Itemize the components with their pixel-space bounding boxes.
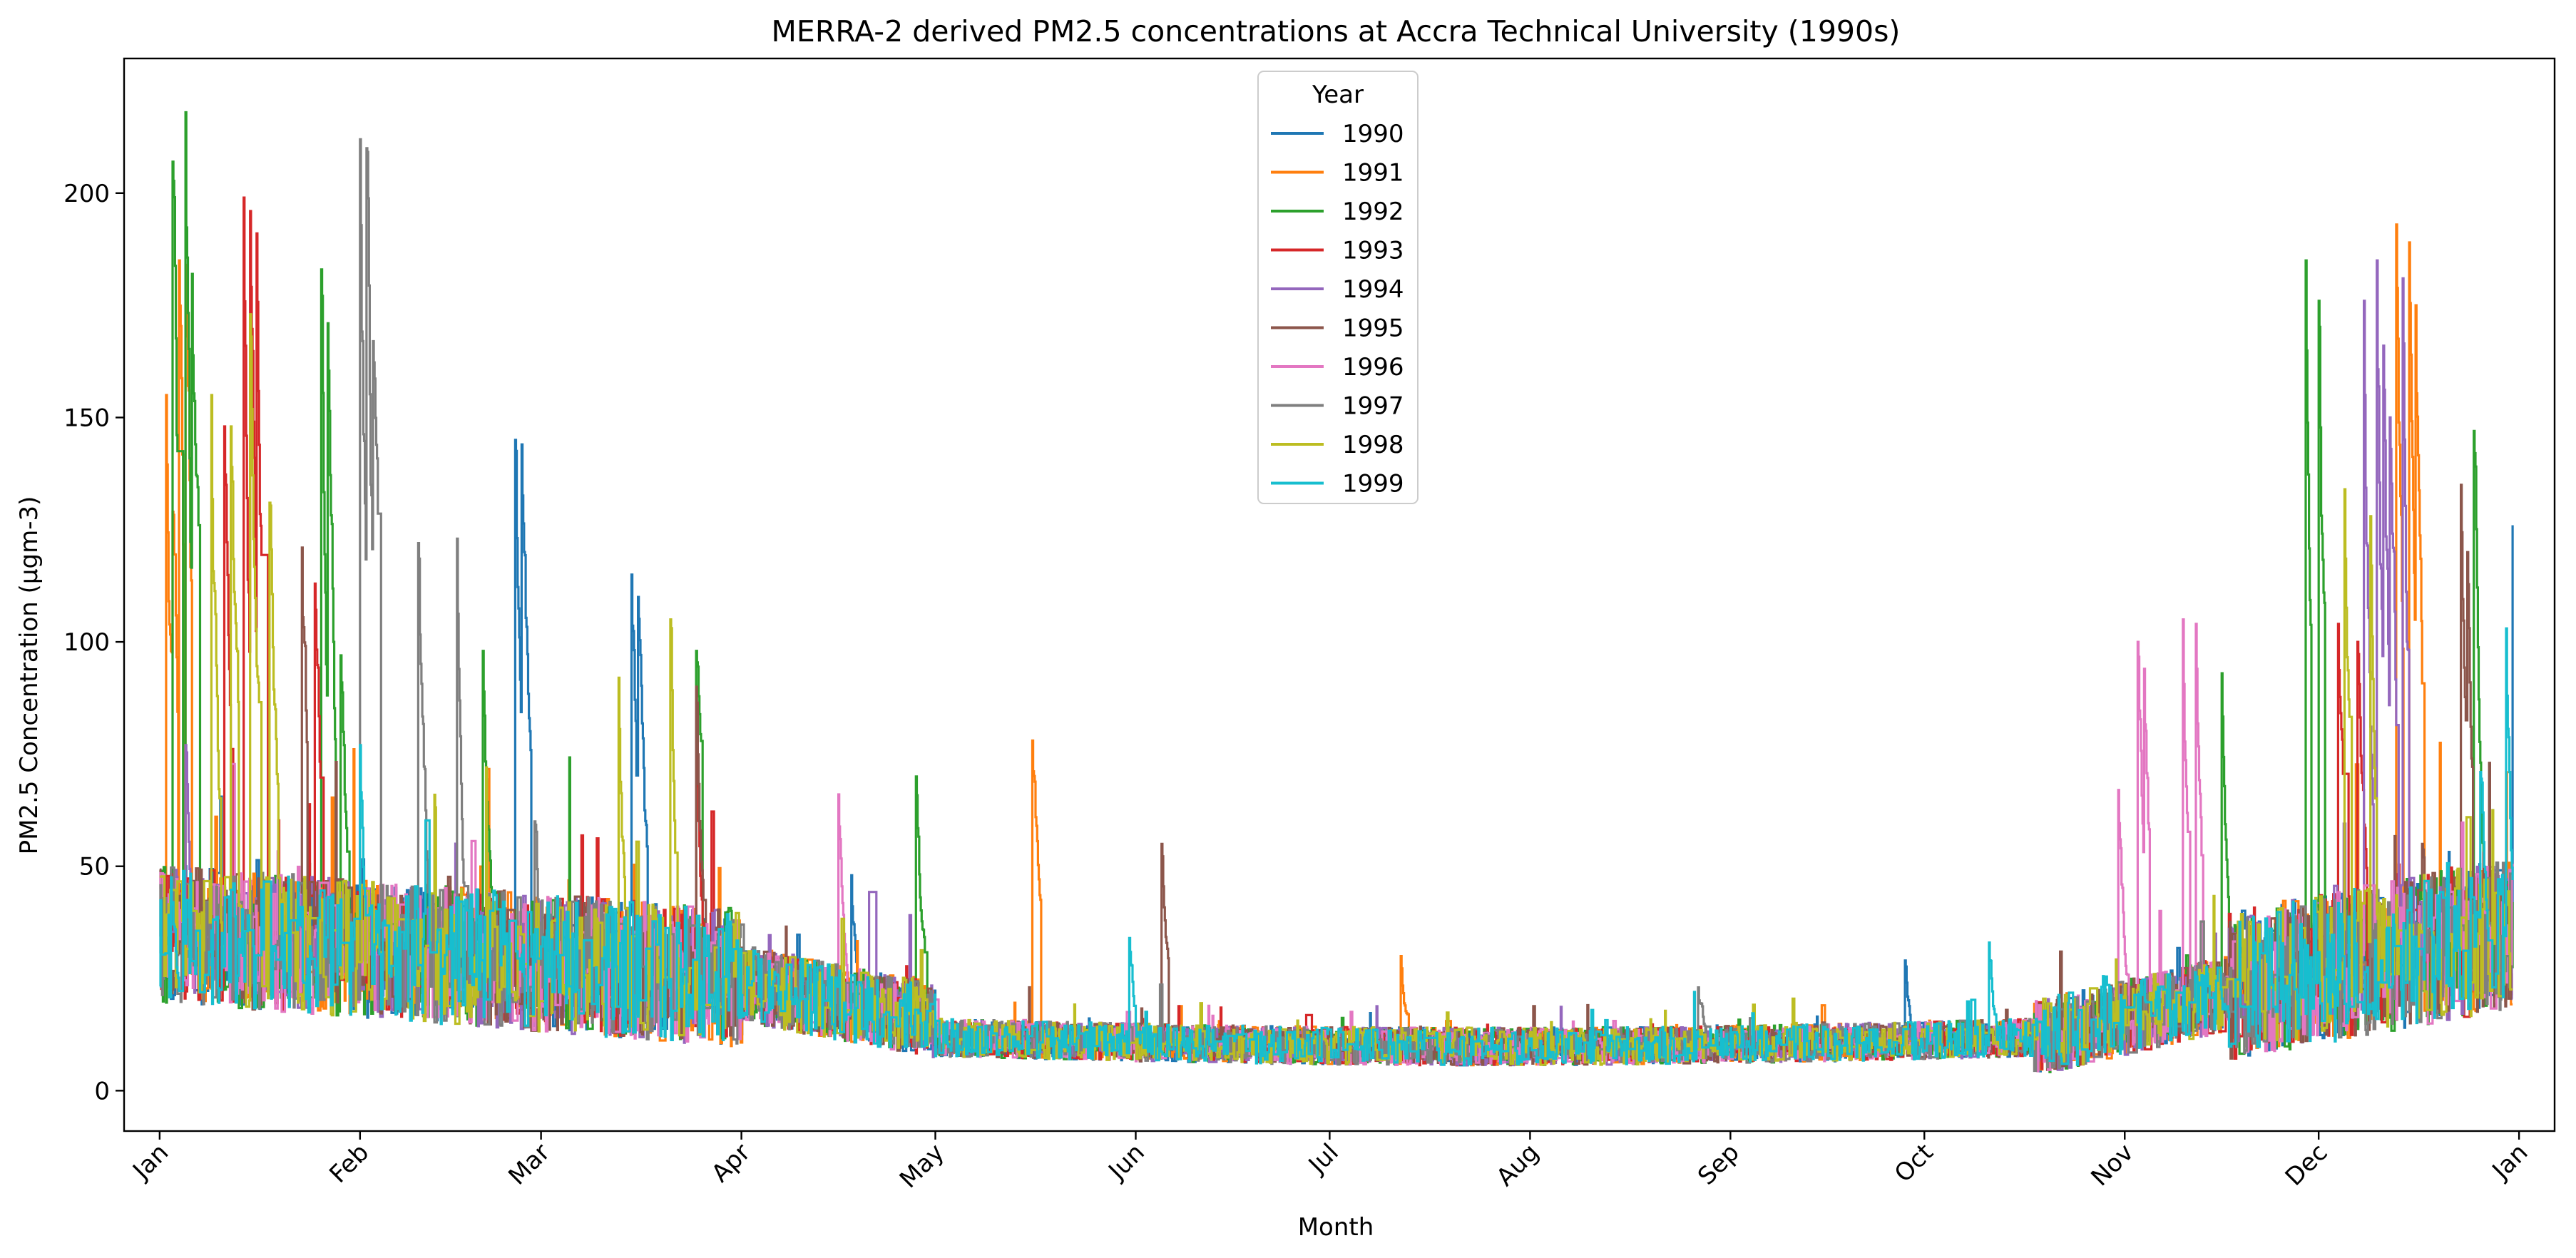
legend-label-1999: 1999	[1342, 470, 1404, 498]
y-axis: 0 50 100 150 200	[63, 180, 124, 1105]
y-tick-label: 200	[63, 180, 110, 208]
legend-label-1995: 1995	[1342, 314, 1404, 343]
y-tick-label: 0	[94, 1077, 110, 1105]
legend-title: Year	[1312, 81, 1364, 109]
chart-title: MERRA-2 derived PM2.5 concentrations at …	[772, 14, 1901, 48]
legend-label-1993: 1993	[1342, 237, 1404, 265]
legend-label-1996: 1996	[1342, 353, 1404, 382]
y-tick-label: 150	[63, 404, 110, 432]
legend-label-1990: 1990	[1342, 120, 1404, 148]
legend-label-1992: 1992	[1342, 198, 1404, 226]
x-axis-label: Month	[1298, 1213, 1374, 1242]
legend-label-1997: 1997	[1342, 392, 1404, 421]
series-line-1999	[159, 627, 2514, 1067]
series-group	[159, 111, 2514, 1073]
legend-box	[1257, 71, 1419, 504]
legend: Year 1990 1991 1992 1993 1994 1995 1996 1997 199…	[1257, 71, 1419, 504]
legend-label-1998: 1998	[1342, 431, 1404, 459]
plot-area-frame	[123, 57, 2556, 1132]
y-tick-label: 50	[79, 853, 110, 881]
y-axis-label: PM2.5 Concentration (µgm-3)	[15, 496, 44, 855]
legend-label-1991: 1991	[1342, 159, 1404, 188]
legend-label-1994: 1994	[1342, 275, 1404, 304]
y-tick-label: 100	[63, 628, 110, 657]
